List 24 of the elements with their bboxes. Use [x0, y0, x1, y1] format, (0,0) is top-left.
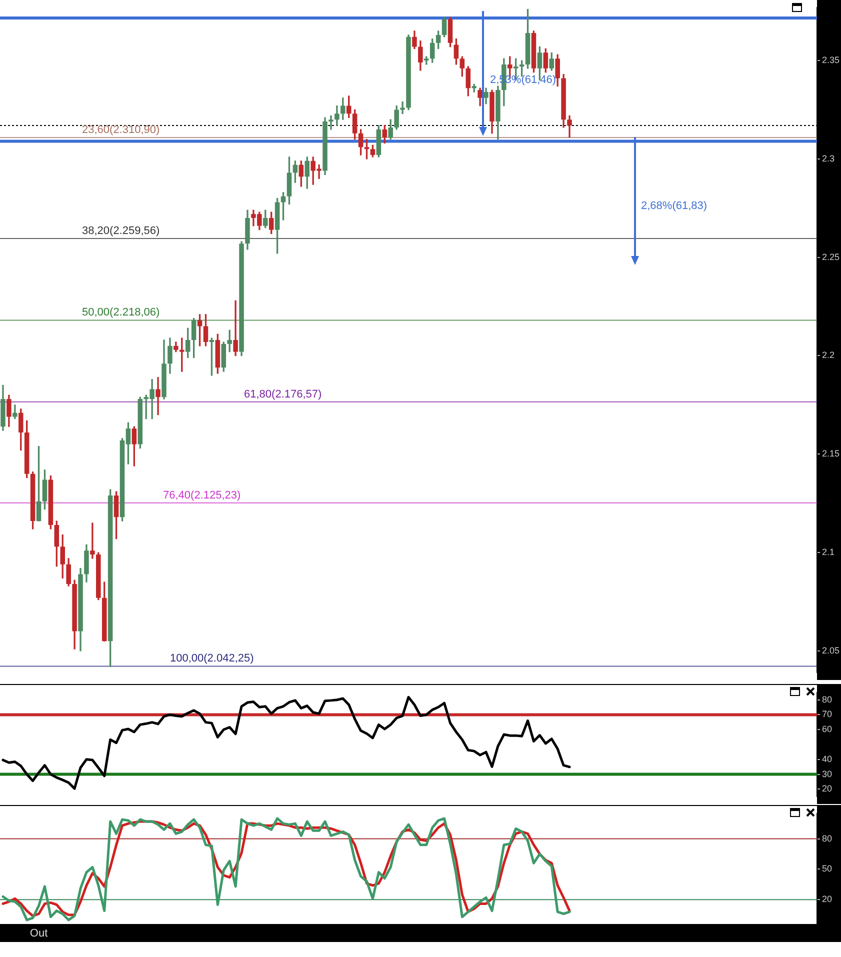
y-tick-label: 50 — [822, 864, 832, 874]
ref-line-label: 23,60(2.310,90) — [82, 124, 160, 136]
x-tick-label: Out — [30, 928, 48, 940]
y-tick-label: 80 — [822, 833, 832, 844]
y-tick-label: 2.05 — [822, 645, 840, 656]
ref-line-label: 76,40(2.125,23) — [163, 489, 241, 502]
y-tick-label: 30 — [822, 768, 832, 779]
y-tick-label: 2.15 — [822, 448, 840, 459]
ref-line-label: 61,80(2.176,57) — [244, 388, 322, 400]
y-tick-label: 20 — [822, 784, 832, 794]
y-tick-label: 2.25 — [822, 252, 840, 262]
y-tick-label: 80 — [822, 694, 832, 704]
y-tick-label: 70 — [822, 709, 832, 720]
ref-line-label: 38,20(2.259,56) — [82, 225, 160, 238]
y-tick-label: 20 — [822, 894, 832, 904]
y-tick-label: 2.35 — [822, 55, 840, 66]
y-tick-label: 40 — [822, 754, 832, 764]
ref-line-label: 50,00(2.218,06) — [82, 306, 160, 319]
y-tick-label: 60 — [822, 724, 832, 734]
ref-line-label: 100,00(2.042,25) — [170, 652, 254, 665]
y-tick-label: 2.3 — [822, 153, 835, 164]
y-tick-label: 2.1 — [822, 547, 835, 558]
annotation: 2,68%(61,83) — [641, 200, 708, 212]
y-tick-label: 2.2 — [822, 350, 835, 360]
